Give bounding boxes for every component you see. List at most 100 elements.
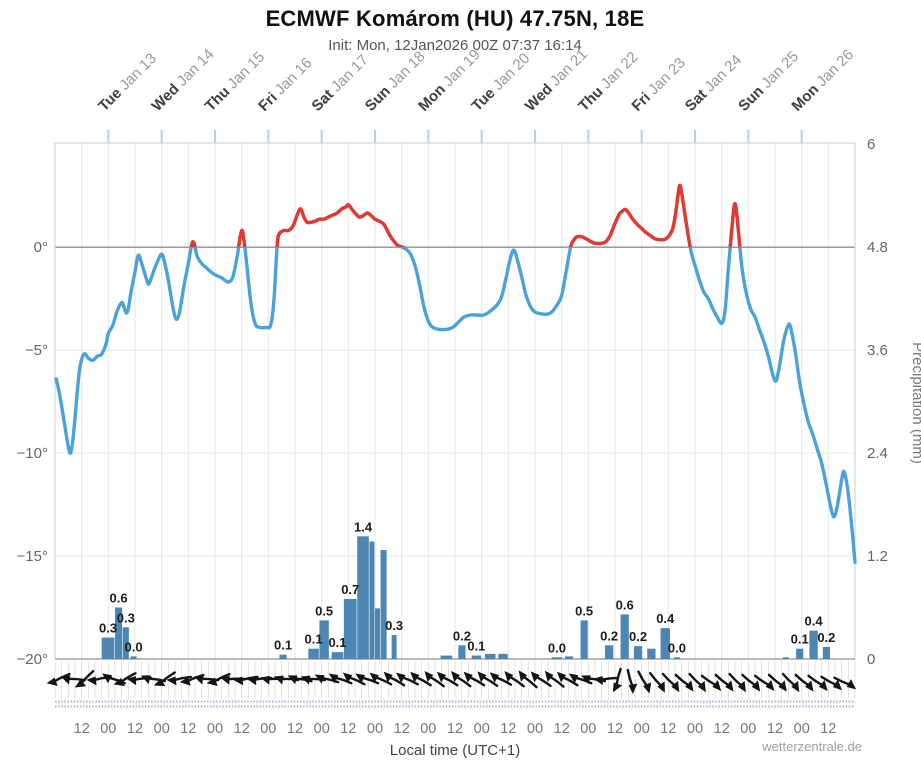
temp-axis-label: −5° bbox=[25, 342, 48, 359]
time-tick-label: 00 bbox=[260, 721, 276, 737]
time-tick-label: 12 bbox=[340, 721, 356, 737]
precip-axis-label: 4.8 bbox=[867, 239, 888, 256]
precip-bar bbox=[471, 655, 482, 659]
time-tick-label: 12 bbox=[554, 721, 570, 737]
time-tick-label: 12 bbox=[180, 721, 196, 737]
wind-arrow bbox=[314, 674, 340, 684]
precip-bar bbox=[440, 655, 453, 659]
temperature-curve bbox=[54, 183, 857, 564]
wind-arrow bbox=[556, 671, 579, 687]
precip-bar bbox=[822, 646, 830, 659]
precip-value-label: 0.1 bbox=[791, 632, 809, 647]
precip-value-label: 0.0 bbox=[668, 640, 686, 655]
precip-value-label: 0.6 bbox=[616, 597, 634, 612]
precip-value-label: 0.3 bbox=[99, 621, 117, 636]
day-label: Sat Jan 17 bbox=[308, 51, 371, 114]
precip-bar bbox=[375, 608, 380, 659]
watermark: wetterzentrale.de bbox=[762, 739, 862, 754]
precip-axis-label: 6 bbox=[867, 136, 875, 153]
wind-arrow bbox=[661, 672, 680, 693]
time-tick-label: 00 bbox=[367, 721, 383, 737]
wind-arrow bbox=[342, 672, 366, 686]
wind-arrow bbox=[674, 673, 694, 692]
precip-bar bbox=[605, 645, 614, 659]
precip-bar bbox=[369, 541, 375, 659]
precip-bar-labels: 0.30.60.30.0 0.1 0.10.50.10.71.40.30.20.1 0… bbox=[99, 519, 835, 655]
day-label: Sat Jan 24 bbox=[682, 51, 745, 114]
wind-arrow bbox=[612, 667, 623, 693]
wind-arrow bbox=[396, 672, 419, 686]
wind-arrow bbox=[807, 674, 828, 691]
precip-value-label: 0.2 bbox=[629, 629, 647, 644]
precip-value-label: 0.0 bbox=[548, 640, 566, 655]
precip-bar bbox=[308, 648, 319, 659]
wind-arrow bbox=[451, 671, 472, 688]
wind-arrow bbox=[728, 672, 746, 693]
wind-arrows bbox=[46, 667, 857, 694]
precip-value-label: 0.4 bbox=[656, 611, 675, 626]
day-label: Mon Jan 26 bbox=[788, 46, 857, 115]
wind-arrow bbox=[504, 671, 525, 688]
wind-arrow bbox=[113, 672, 137, 687]
wind-arrow bbox=[273, 675, 300, 685]
time-tick-label: 00 bbox=[207, 721, 223, 737]
precip-bar bbox=[485, 653, 496, 659]
time-tick-label: 00 bbox=[314, 721, 330, 737]
wind-arrow bbox=[436, 671, 459, 687]
precip-bar bbox=[647, 648, 656, 659]
time-tick-label: 00 bbox=[420, 721, 436, 737]
precip-bar bbox=[633, 646, 643, 659]
wind-arrow bbox=[153, 671, 176, 687]
wind-arrow bbox=[794, 673, 814, 692]
time-tick-label: 12 bbox=[394, 721, 410, 737]
precip-bar bbox=[580, 620, 588, 659]
precip-value-label: 1.4 bbox=[354, 519, 373, 534]
precip-axis-title: Precipitation (mm) bbox=[909, 342, 921, 464]
wind-arrow bbox=[753, 674, 775, 691]
wind-arrow bbox=[741, 673, 761, 692]
wind-arrow bbox=[544, 670, 565, 688]
time-tick-label: 12 bbox=[607, 721, 623, 737]
precip-value-label: 0.3 bbox=[117, 610, 135, 625]
wind-arrow bbox=[781, 672, 800, 693]
precip-value-label: 0.0 bbox=[125, 639, 143, 654]
precip-bar bbox=[458, 645, 466, 659]
precip-value-label: 0.1 bbox=[305, 632, 323, 647]
precip-value-label: 0.5 bbox=[315, 603, 333, 618]
temp-curve-above-zero bbox=[189, 183, 742, 247]
precip-value-label: 0.6 bbox=[110, 591, 128, 606]
wind-arrow bbox=[767, 673, 787, 692]
time-tick-label: 12 bbox=[234, 721, 250, 737]
precip-value-label: 0.5 bbox=[575, 603, 593, 618]
wind-arrow bbox=[166, 675, 192, 686]
time-tick-label: 12 bbox=[767, 721, 783, 737]
precip-bar bbox=[101, 637, 115, 659]
page-title: ECMWF Komárom (HU) 47.75N, 18E bbox=[265, 6, 645, 31]
time-label-row: 12 00 12 00 12 00 12 00 12 00 12 00 12 00 12 00 12 00 12 00… bbox=[74, 721, 837, 737]
precip-bar bbox=[796, 648, 804, 659]
precip-bar bbox=[565, 656, 574, 659]
precip-bar bbox=[331, 652, 344, 659]
precip-axis-label: 0 bbox=[867, 651, 875, 668]
wind-arrow bbox=[833, 676, 857, 690]
time-tick-label: 00 bbox=[634, 721, 650, 737]
precip-bar bbox=[551, 657, 563, 659]
wind-arrow bbox=[300, 675, 327, 685]
time-tick-label: 12 bbox=[820, 721, 836, 737]
temp-axis-label: 0° bbox=[34, 239, 48, 256]
precip-bar bbox=[498, 653, 508, 659]
precip-bar bbox=[319, 620, 329, 659]
wind-arrow bbox=[649, 671, 665, 693]
wind-arrow bbox=[477, 671, 499, 688]
wind-arrow bbox=[637, 670, 652, 694]
wind-arrow bbox=[626, 668, 638, 694]
time-tick-label: 00 bbox=[527, 721, 543, 737]
wind-arrow bbox=[383, 671, 406, 687]
precip-axis-label: 3.6 bbox=[867, 342, 888, 359]
wind-arrow bbox=[568, 673, 593, 685]
wind-arrow bbox=[489, 672, 513, 686]
time-tick-label: 12 bbox=[660, 721, 676, 737]
wind-arrow bbox=[328, 673, 353, 685]
